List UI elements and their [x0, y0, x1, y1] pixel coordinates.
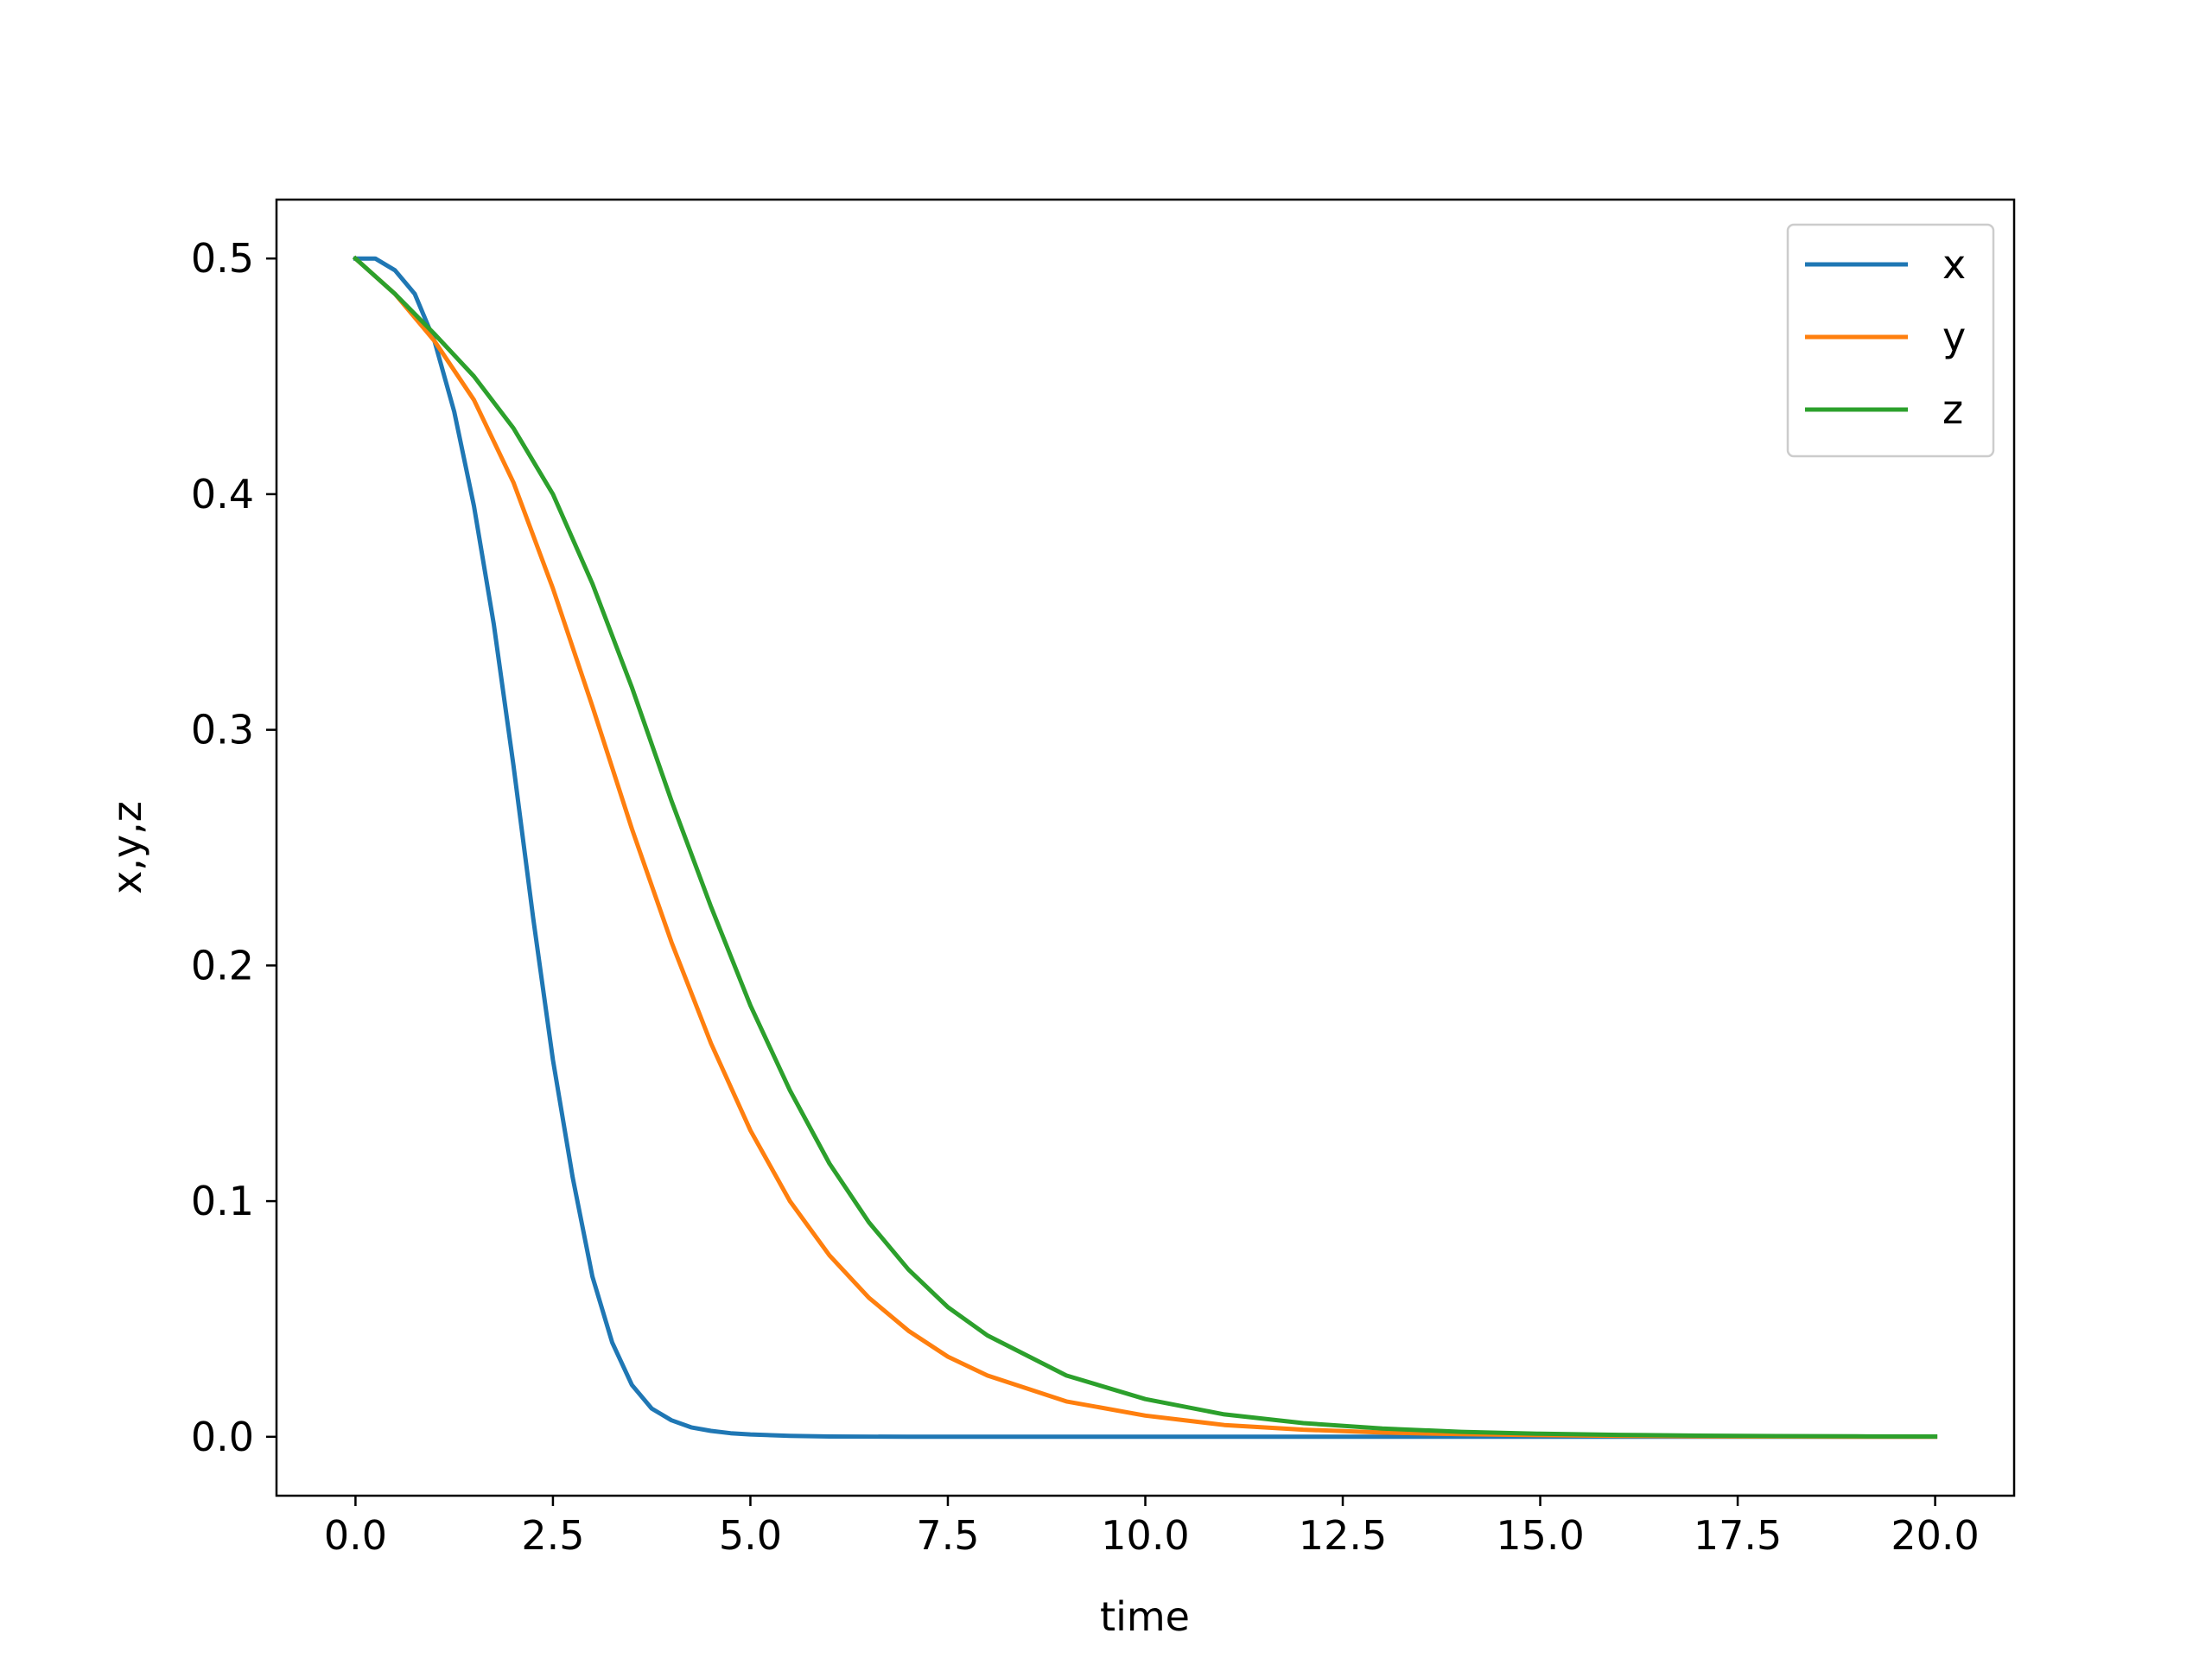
x-tick-label: 17.5 — [1694, 1512, 1782, 1559]
x-axis: 0.0 2.5 5.0 7.5 10.0 12.5 15.0 17.5 20.0 — [324, 1496, 1980, 1559]
series-line-x — [353, 256, 1938, 1440]
plot-area — [276, 200, 2014, 1496]
legend-label-z: z — [1942, 386, 1963, 433]
legend-label-y: y — [1942, 314, 1966, 360]
y-tick-label: 0.4 — [191, 471, 254, 518]
legend-label-x: x — [1942, 241, 1966, 288]
y-tick-label: 0.3 — [191, 707, 254, 753]
x-tick-label: 10.0 — [1101, 1512, 1189, 1559]
y-tick-label: 0.0 — [191, 1414, 254, 1460]
x-tick-label: 0.0 — [324, 1512, 387, 1559]
x-tick-label: 7.5 — [916, 1512, 979, 1559]
x-tick-label: 2.5 — [521, 1512, 584, 1559]
x-tick-label: 20.0 — [1891, 1512, 1979, 1559]
x-tick-label: 12.5 — [1299, 1512, 1387, 1559]
y-axis: 0.0 0.1 0.2 0.3 0.4 0.5 — [191, 235, 276, 1460]
y-tick-label: 0.2 — [191, 942, 254, 988]
y-axis-label: x,y,z — [104, 801, 150, 894]
x-axis-label: time — [1100, 1593, 1190, 1640]
legend-box — [1786, 223, 1995, 458]
x-tick-label: 5.0 — [719, 1512, 782, 1559]
series-layer — [352, 255, 1938, 1440]
y-tick-label: 0.1 — [191, 1178, 254, 1224]
legend: x y z — [1786, 223, 1995, 458]
x-tick-label: 15.0 — [1496, 1512, 1584, 1559]
y-tick-label: 0.5 — [191, 235, 254, 282]
series-line-z — [352, 255, 1938, 1440]
